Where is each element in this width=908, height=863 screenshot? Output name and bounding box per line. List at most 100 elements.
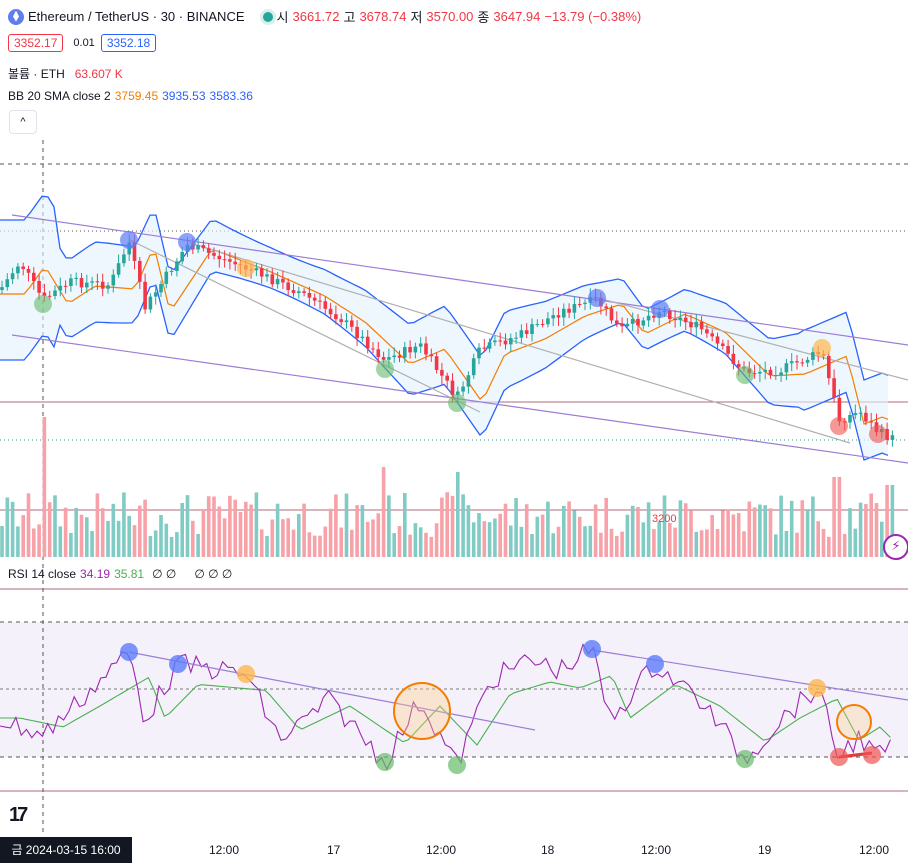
volume-bar [180, 502, 184, 557]
volume-bar [456, 472, 460, 557]
candle-body [206, 248, 211, 253]
trendline-grey-3[interactable] [597, 297, 908, 381]
candle-body [408, 347, 412, 353]
marker-low [736, 366, 754, 384]
rsi-extra-1: ∅ ∅ [152, 567, 177, 581]
volume-bar [827, 536, 831, 557]
candle-body [79, 277, 84, 288]
crosshair-date-badge: 금 2024-03-15 16:00 [0, 837, 132, 863]
candle-body [312, 297, 317, 301]
time-label: 17 [327, 843, 341, 857]
volume-bar [132, 525, 137, 557]
candle-body [339, 319, 343, 323]
buy-price-button[interactable]: 3352.18 [100, 34, 157, 52]
candle-body [858, 412, 863, 414]
volume-bar [122, 492, 126, 557]
candle-body [721, 343, 725, 346]
volume-bar [774, 534, 778, 557]
candle-body [736, 364, 741, 368]
candle-body [524, 330, 529, 334]
volume-bar [350, 529, 354, 557]
candle-body [784, 363, 789, 373]
candle-body [514, 337, 518, 339]
candle-body [774, 375, 778, 377]
rsi-highlight-circle [393, 682, 451, 740]
candle-body [122, 254, 126, 264]
bb-label: BB 20 SMA close 2 [8, 89, 111, 103]
volume-bar [175, 532, 179, 557]
candle-body [440, 369, 444, 376]
symbol-title[interactable]: Ethereum / TetherUS · 30 · BINANCE [28, 9, 245, 24]
volume-bar [731, 514, 736, 557]
volume-bar [673, 527, 677, 557]
candle-body [116, 263, 121, 275]
candle-body [752, 373, 757, 375]
rsi-legend[interactable]: RSI 14 close 34.19 35.81 ∅ ∅ ∅ ∅ ∅ [8, 567, 236, 581]
volume-marker-label: 3200 [652, 513, 677, 525]
volume-bar [259, 529, 264, 557]
volume-bar [615, 535, 619, 557]
trendline-upper[interactable] [11, 214, 908, 346]
candle-body [668, 310, 672, 319]
trendline-grey-2[interactable] [189, 242, 851, 444]
candle-body [445, 375, 449, 381]
volume-bar [620, 531, 624, 557]
volume-bar [32, 528, 36, 557]
volume-bar [503, 503, 508, 557]
collapse-legend-button[interactable]: ^ [9, 110, 37, 134]
volume-bar [646, 502, 651, 557]
candle-body [758, 371, 762, 374]
volume-bar [403, 493, 407, 557]
candle-body [795, 361, 799, 363]
candle-body [811, 352, 815, 360]
rsi-extra-2: ∅ ∅ ∅ [194, 567, 233, 581]
trendline-grey-1[interactable] [129, 239, 481, 413]
rsi-trendline-1[interactable] [128, 651, 536, 731]
volume-bar [800, 500, 805, 557]
candle-body [265, 274, 269, 277]
volume-bar [689, 510, 693, 557]
volume-bar [275, 503, 280, 557]
tradingview-logo-icon[interactable]: 17 [9, 804, 28, 826]
volume-bar [95, 493, 100, 557]
candle-body [625, 323, 630, 327]
lightning-icon[interactable]: ⚡ [883, 534, 908, 560]
marker-down [830, 417, 848, 435]
volume-bar [58, 526, 63, 557]
volume-bar [736, 513, 741, 557]
high-value: 3678.74 [359, 9, 407, 24]
candle-body [403, 347, 407, 358]
volume-bar [16, 526, 20, 557]
sell-price-button[interactable]: 3352.17 [8, 34, 64, 52]
bb-legend[interactable]: BB 20 SMA close 2 3759.45 3935.53 3583.3… [8, 89, 257, 103]
volume-bar [413, 523, 418, 557]
volume-bar [191, 520, 195, 557]
volume-bar [795, 532, 799, 557]
volume-bar [678, 500, 683, 557]
candle-body [789, 361, 794, 364]
volume-bar [519, 526, 524, 557]
volume-legend[interactable]: 볼륨 · ETH 63.607 K [8, 65, 127, 82]
rsi-trendline-2[interactable] [591, 649, 908, 701]
volume-bar [880, 521, 884, 557]
candle-body [392, 355, 396, 358]
candle-body [5, 279, 10, 288]
candle-body [180, 251, 184, 262]
marker-high [120, 231, 138, 249]
candle-body [350, 320, 354, 327]
volume-bar [784, 530, 789, 557]
candle-body [715, 336, 720, 344]
volume-bar [705, 529, 709, 557]
candle-body [42, 292, 47, 296]
volume-bar [577, 516, 582, 557]
candle-body [100, 281, 105, 289]
volume-bar [609, 528, 614, 557]
volume-bar [572, 510, 577, 557]
volume-bar [79, 514, 84, 557]
volume-bar [842, 533, 847, 557]
volume-bar [26, 493, 31, 557]
candle-body [90, 281, 94, 283]
volume-bar [556, 526, 561, 557]
rsi-label: RSI 14 close [8, 567, 77, 581]
